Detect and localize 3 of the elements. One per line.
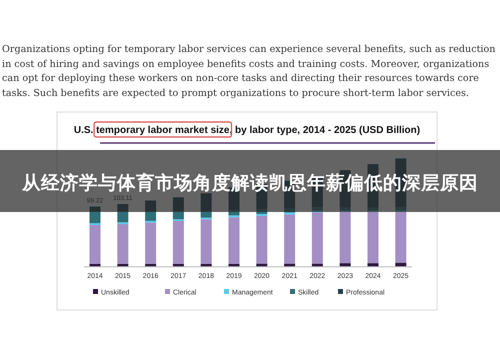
text: Organizations opting for temporary labor services can experience several benefits, such as reduction in cost of hiring and savings on employee benefits costs and training costs. Moreover, organizations can opt for deploying these workers on non-core tasks and directing their resources towards core tasks. Such benefits are expected to prompt organizations to procure short-term labor services. [2, 43, 496, 100]
chart-title: U.S. temporary labor market size, by labor type, 2014 - 2025 (USD Billion) [74, 125, 420, 136]
text: 从经济学与体育市场角度解读凯恩年薪偏低的深层原因 [21, 172, 478, 193]
